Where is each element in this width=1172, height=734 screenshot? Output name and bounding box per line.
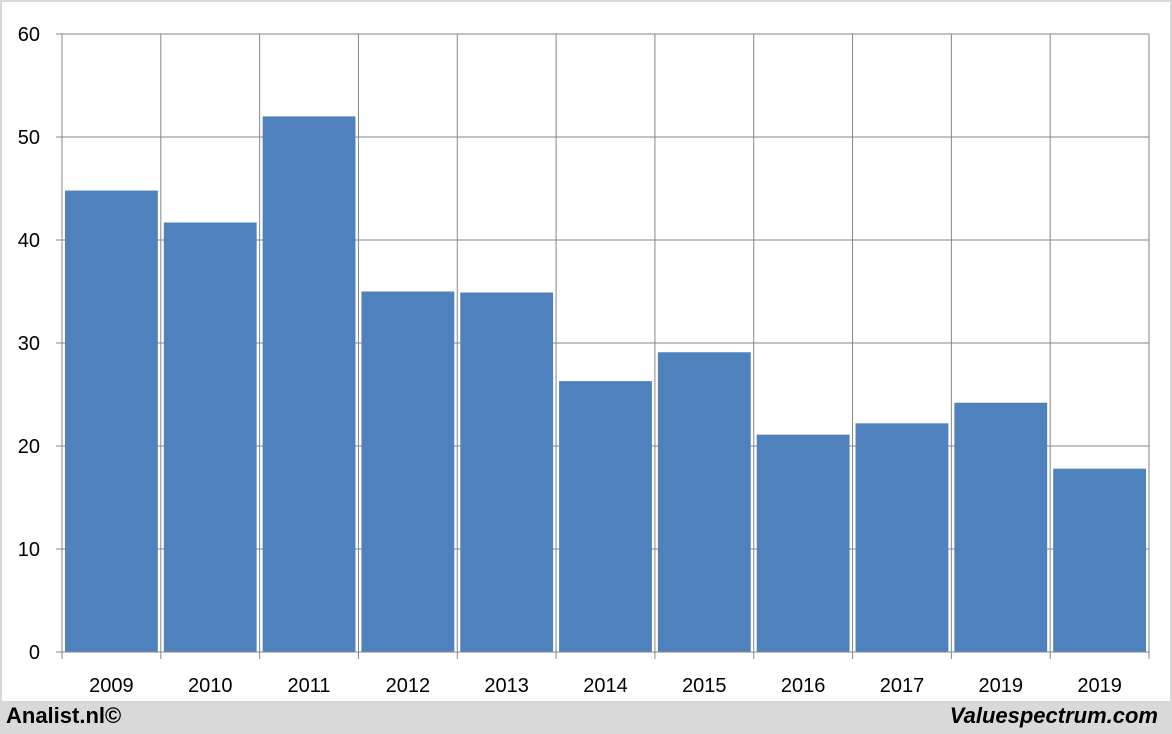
analist-credit: Analist.nl© xyxy=(6,703,121,729)
x-tick-label: 2013 xyxy=(484,675,529,697)
x-tick-label: 2019 xyxy=(979,675,1024,697)
x-tick-label: 2019 xyxy=(1077,675,1122,697)
bar-2017-8 xyxy=(856,423,949,652)
bar-2012-3 xyxy=(361,292,454,653)
x-tick-label: 2009 xyxy=(89,675,134,697)
bar-2015-6 xyxy=(658,352,751,652)
bar-2010-1 xyxy=(164,222,257,652)
bar-2013-4 xyxy=(460,293,553,652)
x-tick-label: 2015 xyxy=(682,675,727,697)
bar-2019-9 xyxy=(954,403,1047,652)
x-tick-label: 2010 xyxy=(188,675,233,697)
y-tick-label: 0 xyxy=(29,642,40,664)
bar-2009-0 xyxy=(65,191,158,652)
x-tick-label: 2012 xyxy=(386,675,431,697)
y-tick-label: 60 xyxy=(18,24,40,46)
bar-2019-10 xyxy=(1053,469,1146,652)
bar-2016-7 xyxy=(757,435,850,652)
x-tick-label: 2016 xyxy=(781,675,826,697)
y-tick-label: 50 xyxy=(18,127,40,149)
y-tick-label: 30 xyxy=(18,333,40,355)
bar-chart: 0 10 20 30 40 50 60 2009 2010 2011 2012 2013 2014 201… xyxy=(0,0,1172,703)
x-tick-label: 2011 xyxy=(288,675,331,697)
bar-2011-2 xyxy=(263,116,356,652)
y-tick-label: 20 xyxy=(18,436,40,458)
x-tick-label: 2014 xyxy=(583,675,628,697)
y-tick-label: 40 xyxy=(18,230,40,252)
bar-2014-5 xyxy=(559,381,652,652)
x-tick-label: 2017 xyxy=(880,675,925,697)
valuespectrum-credit: Valuespectrum.com xyxy=(950,703,1158,729)
y-tick-label: 10 xyxy=(18,539,40,561)
